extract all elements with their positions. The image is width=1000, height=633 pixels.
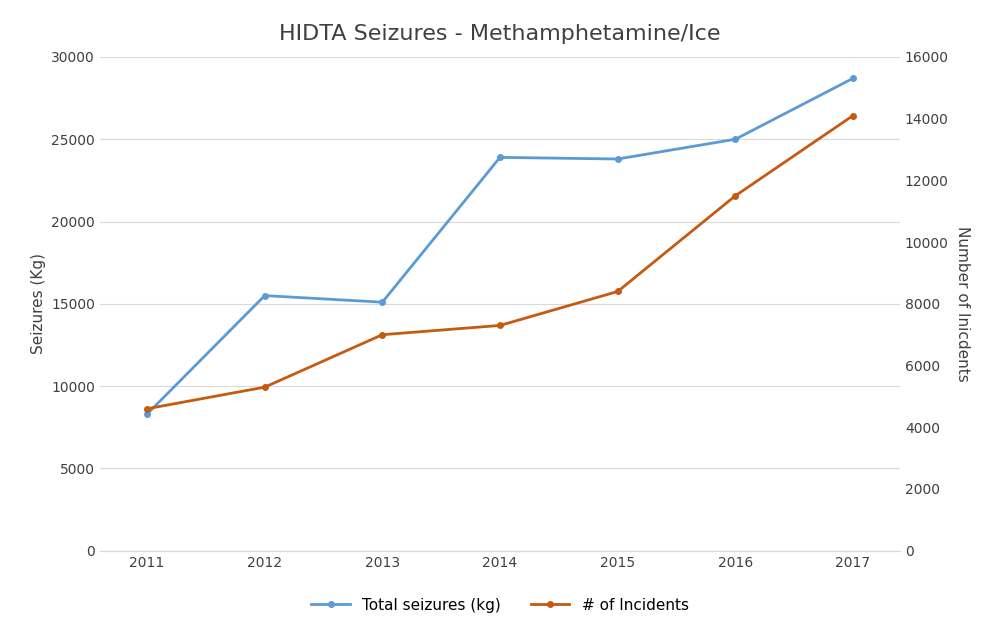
# of Incidents — [141, 405, 153, 413]
Legend: Total seizures (kg), # of Incidents: Total seizures (kg), # of Incidents — [305, 592, 695, 619]
Line: Total seizures (kg): Total seizures (kg) — [144, 75, 856, 417]
# of Incidents — [494, 322, 506, 329]
Total seizures (kg) — [376, 298, 388, 306]
Y-axis label: Number of Inicdents: Number of Inicdents — [955, 226, 970, 382]
Line: # of Incidents: # of Incidents — [144, 113, 856, 411]
# of Incidents — [729, 192, 741, 199]
Total seizures (kg) — [729, 135, 741, 143]
Total seizures (kg) — [259, 292, 271, 299]
# of Incidents — [847, 112, 859, 120]
Y-axis label: Seizures (Kg): Seizures (Kg) — [31, 253, 46, 354]
Title: HIDTA Seizures - Methamphetamine/Ice: HIDTA Seizures - Methamphetamine/Ice — [279, 24, 721, 44]
# of Incidents — [259, 384, 271, 391]
Total seizures (kg) — [141, 410, 153, 418]
Total seizures (kg) — [612, 155, 624, 163]
# of Incidents — [612, 287, 624, 295]
# of Incidents — [376, 331, 388, 339]
Total seizures (kg) — [494, 154, 506, 161]
Total seizures (kg) — [847, 75, 859, 82]
